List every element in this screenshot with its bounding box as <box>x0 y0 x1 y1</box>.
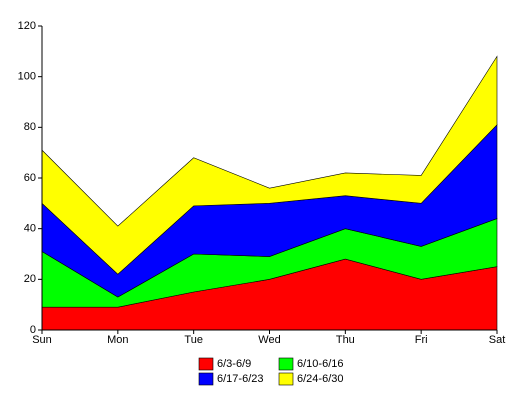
y-tick-label: 100 <box>18 71 36 83</box>
legend-swatch <box>198 372 214 386</box>
x-tick-label: Sun <box>32 334 52 346</box>
legend-label: 6/17-6/23 <box>217 373 263 385</box>
y-tick-label: 120 <box>18 20 36 32</box>
legend-swatch <box>278 372 294 386</box>
x-tick-label: Mon <box>107 334 128 346</box>
y-tick-label: 60 <box>24 172 36 184</box>
x-tick-label: Fri <box>415 334 428 346</box>
x-tick-label: Thu <box>336 334 355 346</box>
y-tick-label: 20 <box>24 273 36 285</box>
area <box>41 55 498 275</box>
x-tick-label: Wed <box>258 334 280 346</box>
legend-swatch <box>198 357 214 371</box>
x-tick-label: Tue <box>184 334 203 346</box>
legend-label: 6/24-6/30 <box>297 373 343 385</box>
y-tick-label: 0 <box>30 324 36 336</box>
y-tick-label: 80 <box>24 121 36 133</box>
y-tick-label: 40 <box>24 223 36 235</box>
x-tick-label: Sat <box>489 334 506 346</box>
legend-swatch <box>278 357 294 371</box>
legend-label: 6/3-6/9 <box>217 358 251 370</box>
legend-label: 6/10-6/16 <box>297 358 343 370</box>
